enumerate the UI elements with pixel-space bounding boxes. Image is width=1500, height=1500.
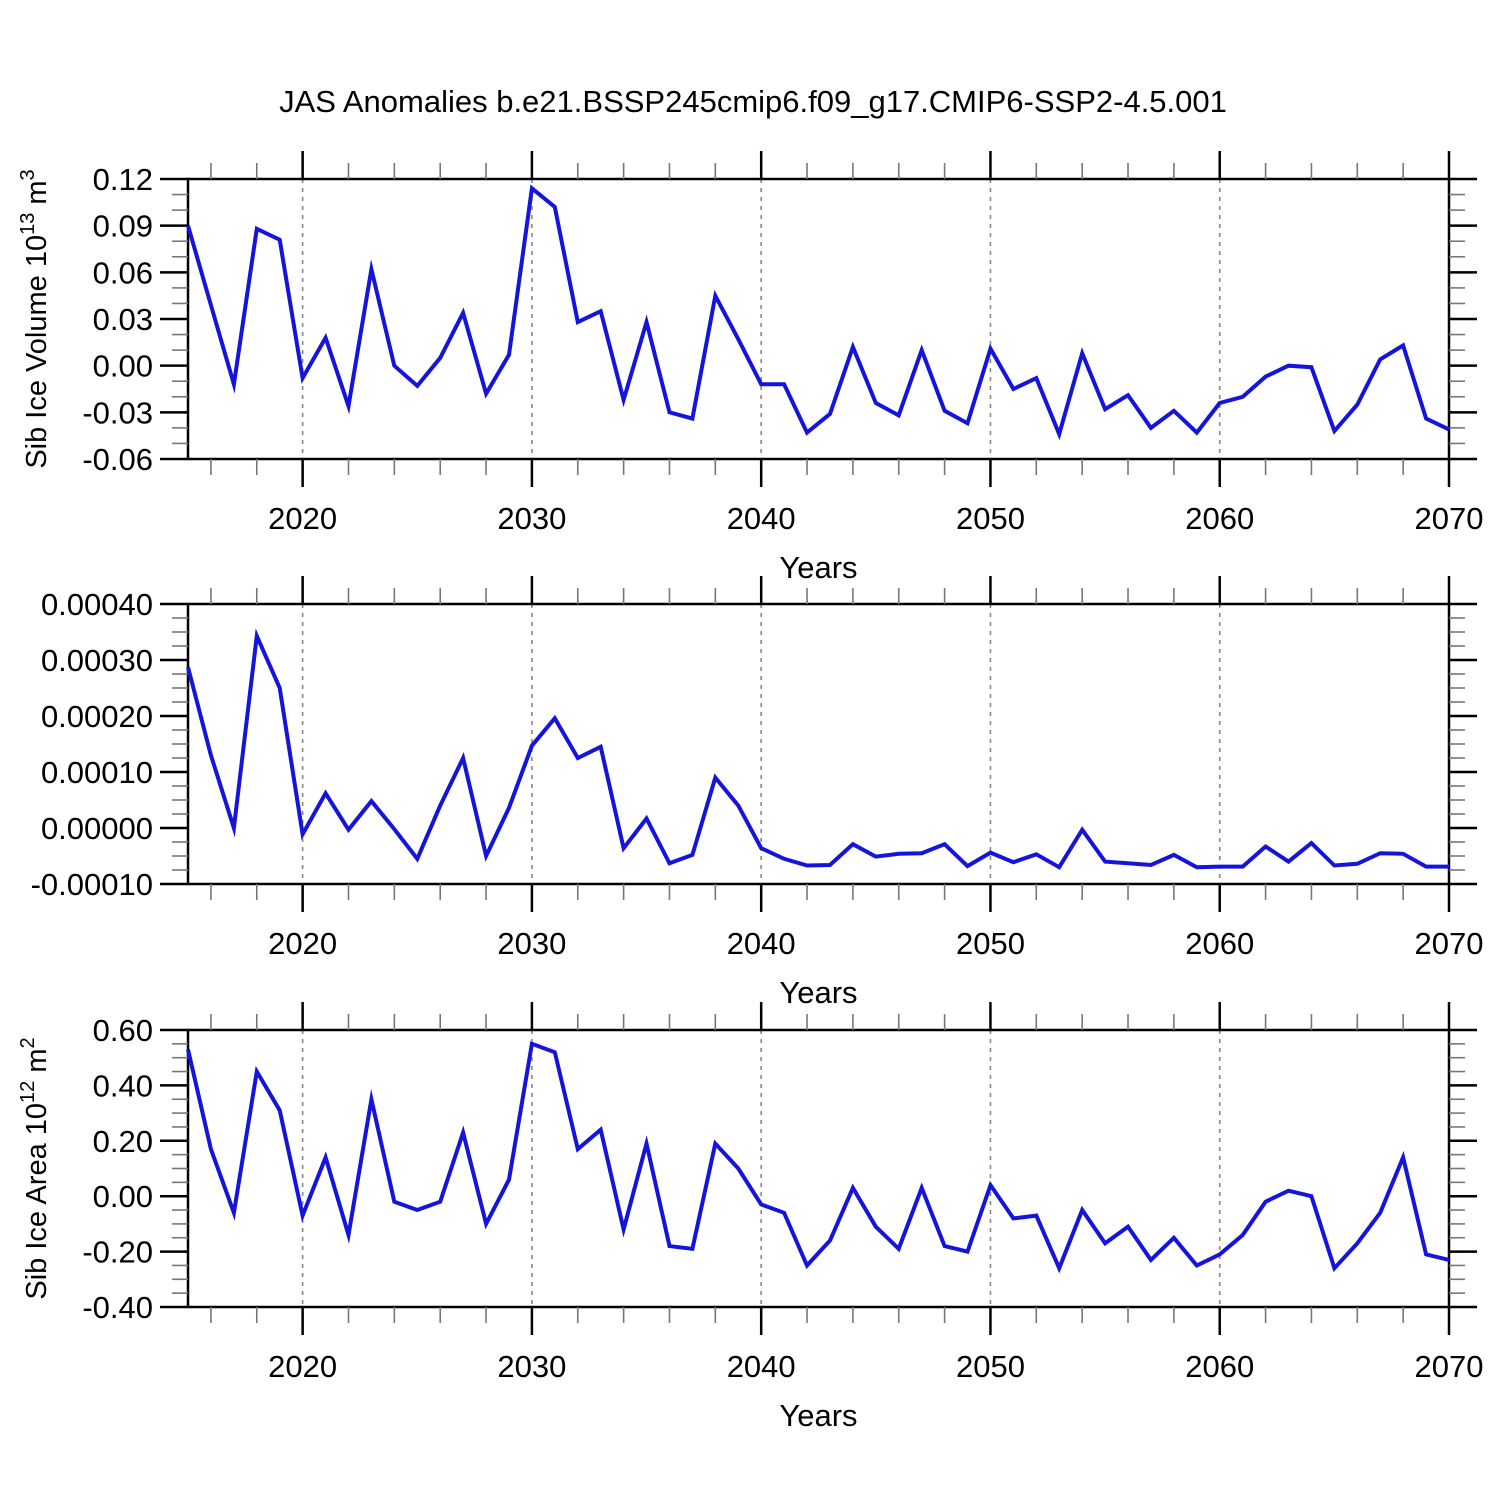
y-tick-label: 0.09 — [93, 209, 153, 244]
x-tick-label: 2030 — [497, 926, 566, 961]
plot-frame — [186, 1028, 1451, 1309]
x-tick-label: 2030 — [497, 501, 566, 536]
series-line — [186, 628, 1449, 870]
x-tick-label: 2070 — [1415, 926, 1484, 961]
x-axis-label: Years — [779, 1398, 857, 1433]
x-axis-label: Years — [779, 550, 857, 585]
x-tick-label: 2060 — [1185, 926, 1254, 961]
x-tick-label: 2060 — [1185, 501, 1254, 536]
x-tick-label: 2050 — [956, 1349, 1025, 1384]
ticks — [160, 576, 1477, 912]
panel-2: 0.00040 0.00030 0.00020 0.00010 0.00000 -0.00… — [31, 576, 1484, 1010]
x-tick-label: 2060 — [1185, 1349, 1254, 1384]
y-tick-label: 0.00 — [93, 1179, 153, 1214]
x-tick-label: 2040 — [727, 1349, 796, 1384]
x-tick-label: 2040 — [727, 926, 796, 961]
plot-frame — [186, 602, 1451, 886]
plot-frame — [186, 177, 1451, 461]
ticks — [160, 151, 1477, 487]
series-line — [186, 1041, 1450, 1274]
y-tick-label: 0.00 — [93, 349, 153, 384]
x-tick-label: 2030 — [497, 1349, 566, 1384]
y-axis-label: Sib Ice Volume 1013​ m3​ — [17, 169, 53, 468]
y-tick-label: 0.40 — [93, 1068, 153, 1103]
y-tick-label: 0.03 — [93, 302, 153, 337]
y-tick-label: 0.20 — [93, 1124, 153, 1159]
panel-1: 0.12 0.09 0.06 0.03 0.00 -0.03 -0.06 2020 2030 20… — [17, 151, 1483, 585]
x-tick-label: 2020 — [268, 501, 337, 536]
x-tick-label: 2020 — [268, 926, 337, 961]
y-tick-label: -0.03 — [82, 395, 153, 430]
x-axis-label: Years — [779, 975, 857, 1010]
y-tick-label: 0.00000 — [41, 811, 153, 846]
y-tick-label: 0.00020 — [41, 699, 153, 734]
y-tick-label: 0.00010 — [41, 755, 153, 790]
y-axis-label: Sib Ice Area 1012​ m2​ — [17, 1037, 53, 1299]
y-tick-label: -0.40 — [82, 1290, 153, 1325]
x-tick-label: 2070 — [1415, 1349, 1484, 1384]
ticks — [160, 1002, 1477, 1335]
y-tick-label: -0.06 — [82, 442, 153, 477]
y-tick-label: -0.20 — [82, 1235, 153, 1270]
x-tick-label: 2050 — [956, 501, 1025, 536]
chart-title: JAS Anomalies b.e21.BSSP245cmip6.f09_g17… — [279, 84, 1227, 119]
y-tick-label: -0.00010 — [31, 867, 153, 902]
y-tick-label: 0.00040 — [41, 587, 153, 622]
x-tick-label: 2020 — [268, 1349, 337, 1384]
y-tick-label: 0.00030 — [41, 643, 153, 678]
y-tick-label: 0.12 — [93, 162, 153, 197]
x-tick-label: 2050 — [956, 926, 1025, 961]
y-tick-label: 0.60 — [93, 1013, 153, 1048]
series-line — [186, 184, 1450, 441]
x-tick-label: 2040 — [727, 501, 796, 536]
y-tick-label: 0.06 — [93, 255, 153, 290]
panel-3: 0.60 0.40 0.20 0.00 -0.20 -0.40 2020 2030 2040 20… — [17, 1002, 1483, 1433]
x-tick-label: 2070 — [1415, 501, 1484, 536]
